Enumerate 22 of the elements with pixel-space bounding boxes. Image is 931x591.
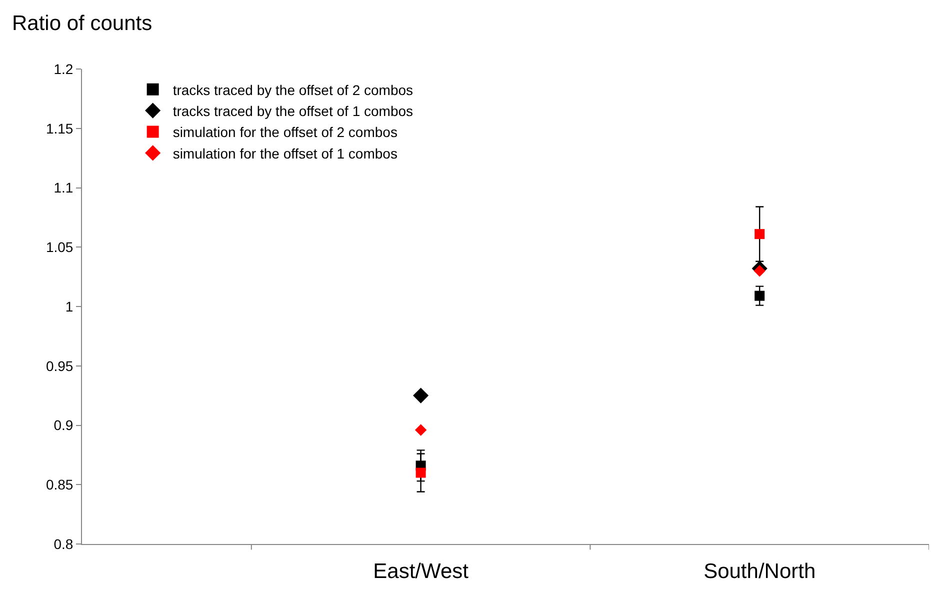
y-tick-label: 1 [65,298,74,314]
y-axis-title: Ratio of counts [12,12,152,35]
point [414,424,427,436]
y-tick-label: 1.05 [46,239,74,256]
legend-label: tracks traced by the offset of 1 combos [172,103,414,120]
y-tick-label: 1.15 [46,120,74,136]
y-tick-label: 0.8 [54,536,74,552]
y-tick-label: 0.95 [46,358,74,374]
point [754,265,766,277]
y-tick-label: 1.2 [54,60,74,77]
legend-label: tracks traced by the offset of 2 combos [172,82,414,98]
legend-label: simulation for the offset of 1 combos [172,145,398,162]
x-tick-label: South/North [704,560,816,584]
point [754,229,765,240]
point [413,388,429,404]
y-tick-label: 0.85 [46,476,74,493]
y-tick-label: 0.9 [54,417,74,434]
point [416,468,426,478]
x-tick-label: East/West [373,560,469,584]
point [754,290,765,301]
legend-label: simulation for the offset of 2 combos [172,124,398,140]
y-tick-label: 1.1 [54,180,74,196]
